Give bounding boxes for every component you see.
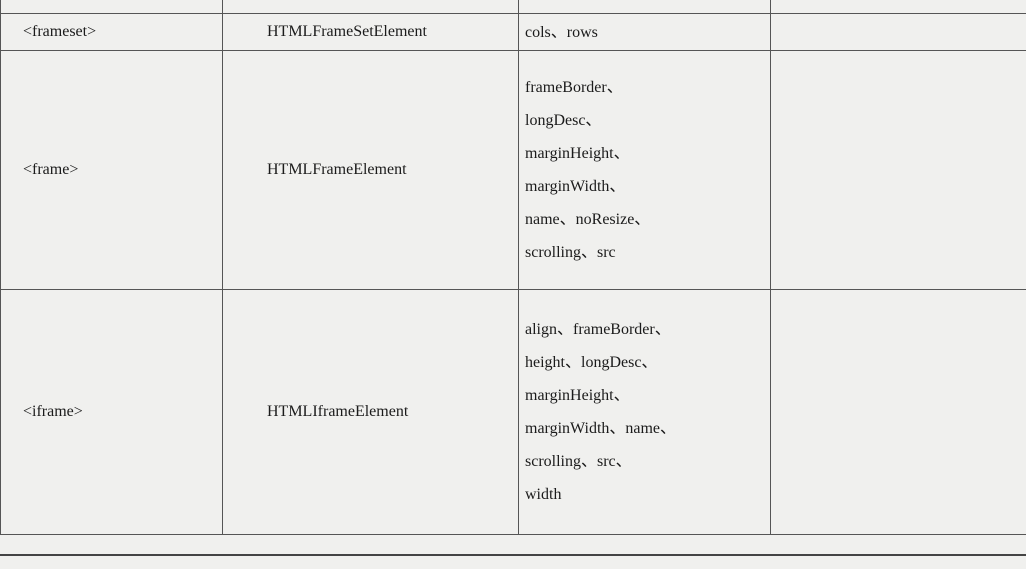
- notes-cell: [770, 289, 1026, 535]
- attributes-cell: align、frameBorder、 height、longDesc、 marg…: [518, 289, 771, 535]
- attribute-line: width: [525, 486, 562, 503]
- table-row-top-edge: [0, 0, 1026, 14]
- attribute-line: marginWidth、: [525, 178, 626, 195]
- attributes-cell: frameBorder、 longDesc、 marginHeight、 mar…: [518, 50, 771, 290]
- attribute-line: marginWidth、name、: [525, 420, 677, 437]
- table-bottom-rule: [0, 554, 1026, 556]
- interface-cell: HTMLFrameElement: [222, 50, 519, 290]
- attribute-line: align、frameBorder、: [525, 321, 671, 338]
- attribute-line: cols、rows: [525, 23, 598, 41]
- attribute-line: longDesc、: [525, 112, 602, 129]
- tag-cell: <frameset>: [0, 13, 223, 51]
- tag-cell: <iframe>: [0, 289, 223, 535]
- interface-cell: HTMLIframeElement: [222, 289, 519, 535]
- attribute-line: marginHeight、: [525, 145, 630, 162]
- attribute-line: marginHeight、: [525, 387, 630, 404]
- attribute-line: name、noResize、: [525, 211, 651, 228]
- attribute-line: scrolling、src、: [525, 453, 632, 470]
- table-row: <iframe> HTMLIframeElement align、frameBo…: [0, 289, 1026, 535]
- notes-cell: [770, 50, 1026, 290]
- tag-cell: <frame>: [0, 50, 223, 290]
- notes-cell: [770, 13, 1026, 51]
- attribute-line: height、longDesc、: [525, 354, 658, 371]
- table-row: <frameset> HTMLFrameSetElement cols、rows: [0, 13, 1026, 51]
- element-reference-table: <frameset> HTMLFrameSetElement cols、rows…: [0, 0, 1026, 535]
- interface-cell: HTMLFrameSetElement: [222, 13, 519, 51]
- table-row: <frame> HTMLFrameElement frameBorder、 lo…: [0, 50, 1026, 290]
- attribute-line: frameBorder、: [525, 79, 623, 96]
- attribute-line: scrolling、src: [525, 244, 616, 261]
- attributes-cell: cols、rows: [518, 13, 771, 51]
